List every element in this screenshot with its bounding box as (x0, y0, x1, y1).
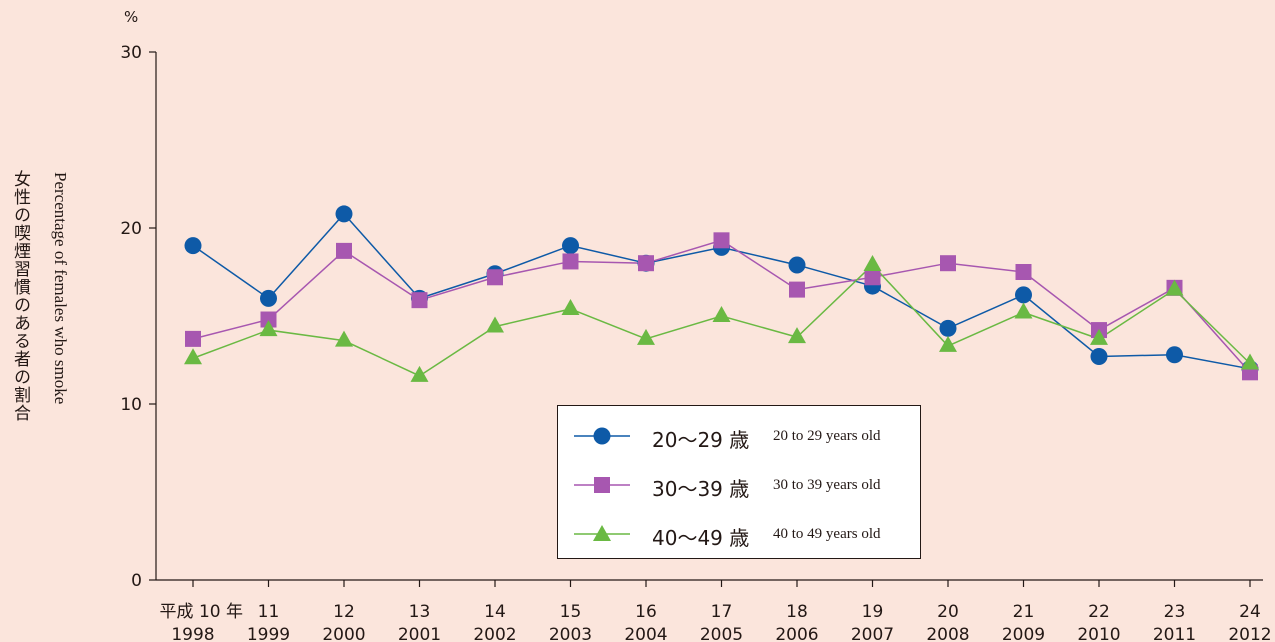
data-point-square (864, 269, 881, 286)
y-tick-label: 30 (120, 43, 142, 63)
data-point-triangle (712, 306, 731, 322)
x-tick-label-era: 15 (560, 602, 582, 622)
legend-label-en: 20 to 29 years old (773, 428, 881, 444)
data-point-triangle (486, 316, 504, 333)
data-point-circle (260, 289, 277, 307)
data-point-triangle (259, 320, 278, 337)
legend-circle-marker (574, 427, 630, 445)
x-tick-label-year: 2003 (549, 625, 592, 642)
data-point-square (185, 330, 201, 347)
data-point-triangle (184, 348, 202, 365)
legend-entry-20-29: 20〜29 歳 20 to 29 years old (558, 416, 920, 456)
x-tick-label-year: 2000 (322, 625, 365, 642)
legend-triangle-marker (574, 525, 630, 541)
legend-square-marker (574, 477, 630, 493)
legend-entry-40-49: 40〜49 歳 40 to 49 years old (558, 514, 920, 554)
x-tick-label-year: 2007 (851, 625, 894, 642)
x-tick-label-era: 22 (1088, 602, 1110, 622)
data-point-triangle (1241, 353, 1259, 370)
data-point-circle (335, 205, 353, 223)
x-tick-label-era: 13 (409, 602, 431, 622)
x-tick-label-year: 2006 (775, 625, 818, 642)
legend-entry-30-39: 30〜39 歳 30 to 39 years old (558, 465, 920, 505)
legend-label-en: 30 to 39 years old (773, 477, 881, 493)
x-tick-label-year: 2011 (1153, 625, 1196, 642)
y-tick-label: 20 (120, 219, 142, 239)
y-tick-label: 10 (120, 395, 142, 415)
x-tick-label-year: 2012 (1228, 625, 1271, 642)
x-tick-label-year: 2001 (398, 625, 441, 642)
x-tick-label-era: 11 (258, 602, 280, 622)
data-point-triangle (863, 254, 882, 271)
x-tick-label-era: 20 (937, 602, 959, 622)
data-point-triangle (637, 328, 655, 345)
x-tick-label-era: 14 (484, 602, 506, 622)
data-point-triangle (788, 327, 806, 344)
axes: 0 10 20 30 平成 10 年 1998 11 1999 12 2000 13 2001 14 20… (120, 43, 1271, 642)
x-tick-label-era: 24 (1239, 602, 1261, 622)
data-point-square (336, 242, 352, 259)
x-tick-label-era: 19 (862, 602, 884, 622)
data-point-square (713, 232, 730, 249)
x-tick-label-era: 21 (1013, 602, 1035, 622)
data-point-circle (1090, 347, 1108, 365)
data-point-square (260, 311, 277, 328)
data-point-circle (184, 237, 202, 255)
data-point-square (411, 292, 428, 309)
data-point-square (789, 281, 805, 298)
x-tick-label-year: 1998 (171, 625, 214, 642)
x-tick-label-era: 16 (635, 602, 657, 622)
data-point-circle (1015, 286, 1032, 304)
x-tick-label-year: 2002 (473, 625, 516, 642)
data-point-triangle (335, 330, 353, 347)
y-axis-label-english: Percentage of females who smoke (51, 172, 70, 405)
legend-label-jp: 20〜29 歳 (652, 428, 750, 452)
y-unit-label: % (124, 8, 139, 26)
x-tick-label-era: 17 (711, 602, 733, 622)
legend-label-jp: 30〜39 歳 (652, 477, 750, 501)
data-point-circle (1166, 346, 1183, 364)
data-point-triangle (939, 335, 957, 352)
x-tick-label-year: 1999 (247, 625, 290, 642)
data-point-triangle (1165, 279, 1184, 296)
x-tick-label-year: 2010 (1077, 625, 1120, 642)
x-tick-label-year: 2009 (1002, 625, 1045, 642)
x-tick-label-era: 18 (786, 602, 808, 622)
x-tick-label-era: 12 (333, 602, 355, 622)
data-point-circle (788, 256, 806, 274)
data-point-triangle (410, 365, 429, 382)
data-point-square (562, 253, 579, 270)
y-axis-label-japanese: 女性の喫煙習慣のある者の割合 (10, 170, 30, 422)
data-point-triangle (1014, 302, 1033, 319)
series-markers (184, 205, 1259, 382)
data-point-square (1015, 264, 1032, 280)
legend-label-en: 40 to 49 years old (773, 526, 881, 542)
data-point-square (638, 255, 654, 272)
legend: 20〜29 歳 20 to 29 years old 30〜39 歳 30 to… (557, 405, 921, 559)
x-tick-label-era: 平成 10 年 (160, 602, 243, 622)
data-point-square (940, 255, 956, 272)
data-point-square (487, 269, 503, 286)
x-tick-label-year: 2005 (700, 625, 743, 642)
data-point-triangle (561, 298, 580, 315)
x-tick-label-era: 23 (1164, 602, 1186, 622)
data-point-circle (939, 319, 957, 337)
x-tick-label-year: 2004 (624, 625, 667, 642)
y-tick-label: 0 (131, 571, 142, 591)
x-tick-label-year: 2008 (926, 625, 969, 642)
data-point-triangle (1090, 328, 1108, 345)
data-point-circle (562, 237, 579, 255)
legend-label-jp: 40〜49 歳 (652, 526, 750, 550)
